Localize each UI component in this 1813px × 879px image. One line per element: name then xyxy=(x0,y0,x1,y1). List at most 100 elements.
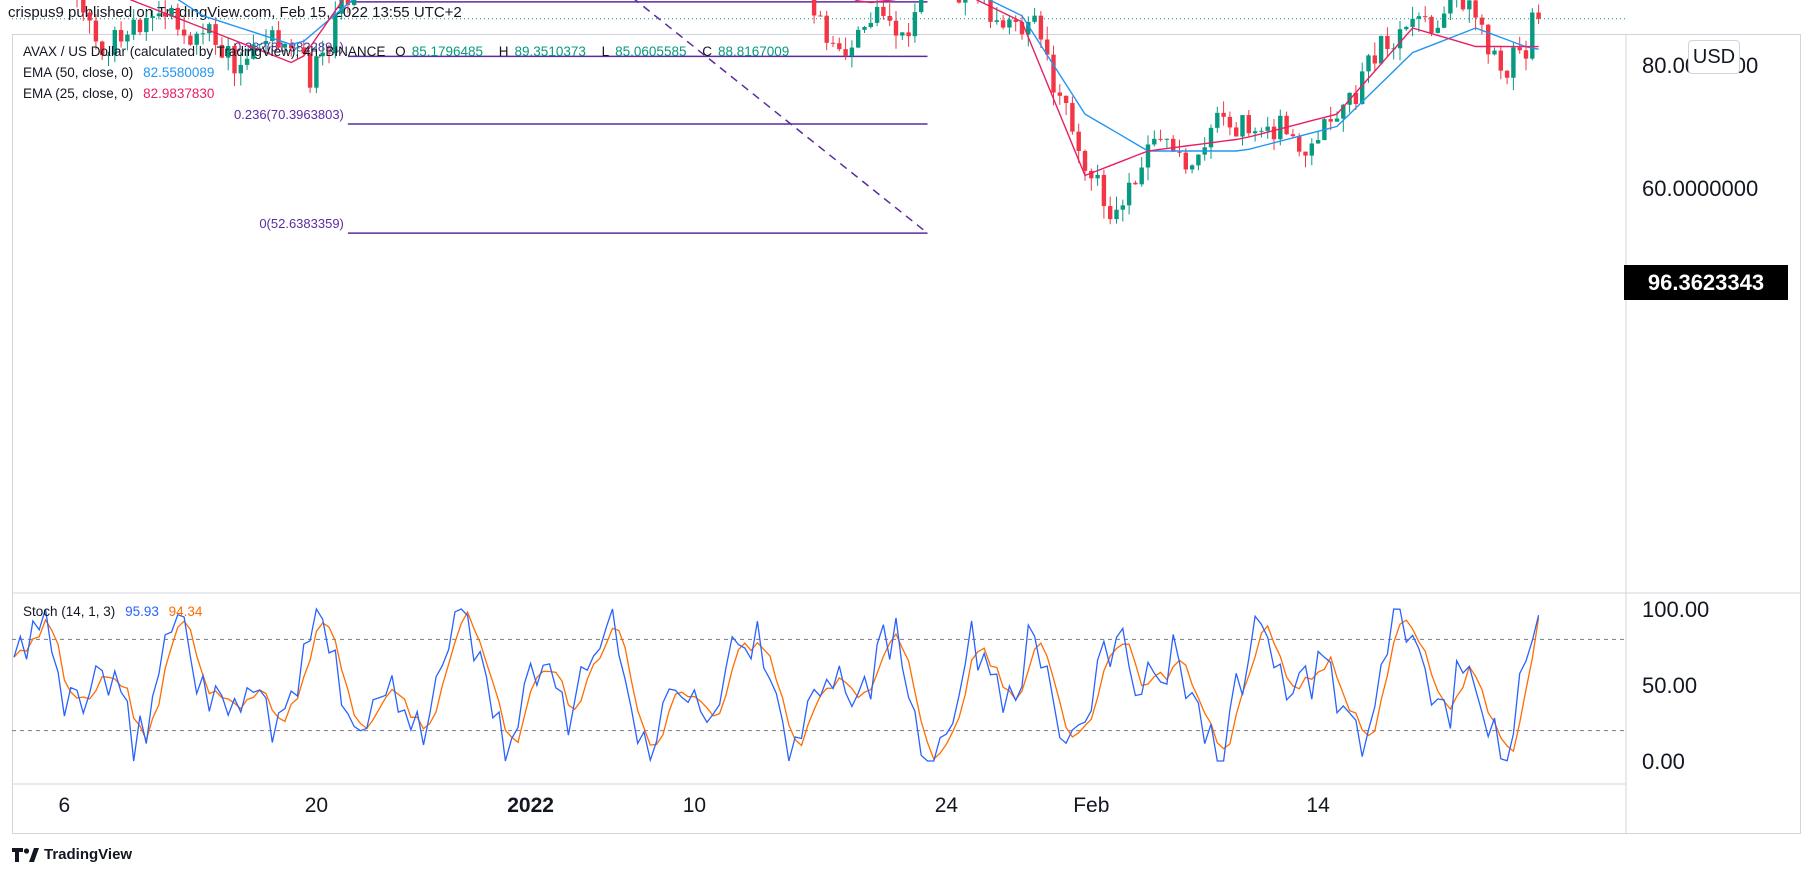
time-tick-label: 20 xyxy=(305,794,328,817)
candle-body xyxy=(213,24,218,45)
candle-body xyxy=(837,43,842,50)
candle-body xyxy=(87,12,92,21)
candle-body xyxy=(1303,151,1308,156)
candle-body xyxy=(1467,0,1472,10)
candle-body xyxy=(1423,16,1428,18)
candle-body xyxy=(1435,27,1440,33)
candle-body xyxy=(1183,152,1188,170)
stoch-tick-label: 100.00 xyxy=(1642,597,1709,622)
candle-body xyxy=(125,34,130,42)
legend-stoch-row[interactable]: Stoch (14, 1, 3) 95.93 94.34 xyxy=(23,604,208,619)
candle-body xyxy=(1259,130,1264,132)
candle-body xyxy=(1045,39,1050,55)
candle-body xyxy=(849,47,855,56)
candle-body xyxy=(994,20,999,22)
candle-body xyxy=(181,29,187,36)
candle-body xyxy=(301,47,306,54)
candle-body xyxy=(1404,26,1409,30)
candle-body xyxy=(81,0,86,13)
candle-body xyxy=(1511,47,1516,78)
candle-body xyxy=(150,16,155,19)
ema25-line xyxy=(129,0,1539,177)
candle-body xyxy=(1523,50,1529,59)
candle-body xyxy=(1246,115,1251,134)
candle-body xyxy=(1334,118,1340,122)
candle-body xyxy=(320,52,325,57)
candle-body xyxy=(1378,36,1384,64)
candle-body xyxy=(1479,17,1485,25)
candle-body xyxy=(1189,165,1195,170)
candle-body xyxy=(1013,19,1018,22)
candle-body xyxy=(1145,144,1151,168)
candle-body xyxy=(1271,126,1277,140)
candle-body xyxy=(1139,167,1144,185)
candle-body xyxy=(100,41,105,56)
candle-body xyxy=(1063,95,1069,104)
stoch-tick-label: 0.00 xyxy=(1642,749,1685,774)
candle-body xyxy=(1328,119,1333,122)
candle-body xyxy=(856,29,861,48)
symbol-name: AVAX / US Dollar (calculated by TradingV… xyxy=(23,44,386,59)
candle-body xyxy=(1070,103,1075,132)
ema50-value: 82.5580089 xyxy=(143,65,215,80)
legend-ema50-row[interactable]: EMA (50, close, 0) 82.5580089 xyxy=(23,65,220,80)
close-value: C 88.8167009 xyxy=(702,44,790,59)
stoch-label: Stoch (14, 1, 3) xyxy=(23,604,116,619)
legend-ema25-row[interactable]: EMA (25, close, 0) 82.9837830 xyxy=(23,86,220,101)
time-tick-label: 2022 xyxy=(507,794,554,817)
candle-body xyxy=(1486,24,1491,55)
legend-symbol-row: AVAX / US Dollar (calculated by TradingV… xyxy=(23,44,801,59)
candle-body xyxy=(1397,29,1403,49)
stoch-d-line xyxy=(13,610,1540,761)
tradingview-logo[interactable]: TradingView xyxy=(12,846,132,863)
candle-body xyxy=(1019,21,1025,35)
candle-body xyxy=(163,13,168,17)
candle-body xyxy=(868,22,873,27)
candle-body xyxy=(1473,0,1478,18)
candle-body xyxy=(1101,174,1107,207)
candle-body xyxy=(1164,138,1170,140)
candle-body xyxy=(988,0,993,22)
candle-body xyxy=(1057,92,1062,96)
candle-body xyxy=(1353,92,1359,105)
candle-body xyxy=(131,19,136,35)
candle-body xyxy=(1441,13,1447,28)
candle-body xyxy=(1158,138,1163,140)
candle-body xyxy=(1152,138,1157,145)
currency-button[interactable]: USD xyxy=(1688,40,1740,74)
candle-body xyxy=(1429,16,1434,33)
candle-body xyxy=(1385,36,1390,50)
low-value: L 85.0605585 xyxy=(601,44,687,59)
candle-body xyxy=(1341,104,1346,119)
candle-body xyxy=(1133,182,1138,185)
candle-body xyxy=(906,32,911,37)
candle-body xyxy=(1366,55,1371,72)
candle-body xyxy=(1297,136,1302,152)
open-value: O 85.1796485 xyxy=(395,44,484,59)
candle-body xyxy=(314,56,319,88)
candle-body xyxy=(1082,151,1088,171)
candle-body xyxy=(333,13,338,54)
candle-body xyxy=(1252,131,1258,134)
ema25-value: 82.9837830 xyxy=(143,86,215,101)
candle-body xyxy=(1372,55,1377,64)
candle-body xyxy=(326,52,332,54)
candle-body xyxy=(200,33,206,35)
time-tick-label: 14 xyxy=(1306,794,1330,817)
candle-body xyxy=(232,46,237,74)
candle-body xyxy=(1032,15,1037,22)
candle-body xyxy=(226,46,231,58)
candle-body xyxy=(169,7,174,17)
candle-body xyxy=(1095,174,1100,179)
stoch-d-value: 94.34 xyxy=(168,604,203,619)
candle-body xyxy=(912,12,918,37)
candle-body xyxy=(289,43,294,48)
candle-body xyxy=(263,40,269,44)
candle-body xyxy=(307,53,313,88)
candle-body xyxy=(1278,115,1283,140)
candle-body xyxy=(1208,127,1214,148)
candle-body xyxy=(862,26,867,30)
tradingview-logo-icon xyxy=(12,847,39,862)
candle-body xyxy=(1026,21,1031,35)
